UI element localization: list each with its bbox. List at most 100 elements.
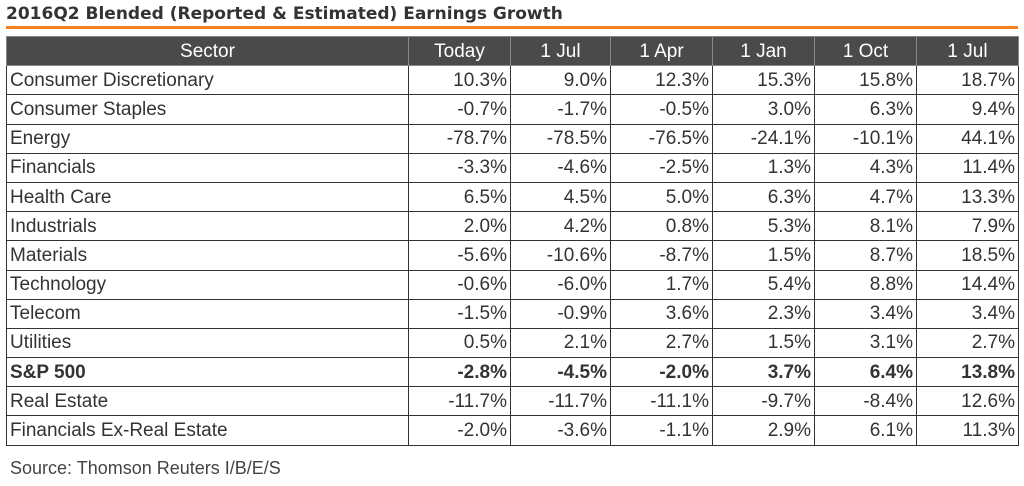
sector-cell: Financials Ex-Real Estate (6, 415, 409, 446)
table-row: S&P 500 -2.8% -4.5% -2.0% 3.7% 6.4% 13.8% (6, 357, 1019, 388)
value-cell: 2.1% (510, 327, 611, 359)
earnings-table: Sector Today 1 Jul 1 Apr 1 Jan 1 Oct 1 J… (6, 35, 1019, 446)
value-cell: 2.9% (712, 415, 815, 446)
value-cell: -3.6% (510, 415, 611, 446)
table-row: Financials -3.3% -4.6% -2.5% 1.3% 4.3% 11.4% (6, 152, 1019, 183)
value-cell: 4.3% (814, 152, 917, 183)
value-cell: 2.3% (712, 298, 815, 329)
value-cell: 8.7% (814, 240, 917, 271)
value-cell: 3.0% (712, 94, 815, 125)
value-cell: -1.1% (610, 415, 713, 446)
value-cell: 6.3% (814, 94, 917, 125)
column-header-1-jan: 1 Jan (712, 35, 815, 67)
sector-cell: Real Estate (6, 386, 409, 417)
table-row: Energy -78.7% -78.5% -76.5% -24.1% -10.1% 44.1… (6, 123, 1019, 154)
table-header-row: Sector Today 1 Jul 1 Apr 1 Jan 1 Oct 1 J… (6, 35, 1019, 67)
value-cell: 4.2% (510, 211, 611, 242)
value-cell: 4.5% (510, 181, 611, 213)
sector-cell: Consumer Discretionary (6, 65, 409, 96)
value-cell: -2.0% (610, 357, 713, 388)
value-cell: 0.8% (610, 211, 713, 242)
sector-cell: Financials (6, 152, 409, 183)
table-row: Health Care 6.5% 4.5% 5.0% 6.3% 4.7% 13.3% (6, 181, 1019, 213)
value-cell: 1.7% (610, 269, 713, 300)
sector-cell: Health Care (6, 181, 409, 213)
value-cell: 1.3% (712, 152, 815, 183)
title-underline (6, 26, 1018, 29)
value-cell: -0.7% (408, 94, 511, 125)
value-cell: 3.7% (712, 357, 815, 388)
value-cell: -76.5% (610, 123, 713, 154)
value-cell: -4.5% (510, 357, 611, 388)
value-cell: -11.7% (510, 386, 611, 417)
column-header-1-jul-prior: 1 Jul (916, 35, 1019, 67)
value-cell: 1.5% (712, 327, 815, 359)
value-cell: 15.8% (814, 65, 917, 96)
value-cell: 0.5% (408, 327, 511, 359)
value-cell: -8.7% (610, 240, 713, 271)
value-cell: 8.1% (814, 211, 917, 242)
sector-cell: Consumer Staples (6, 94, 409, 125)
value-cell: 2.0% (408, 211, 511, 242)
value-cell: 9.4% (916, 94, 1019, 125)
value-cell: 6.5% (408, 181, 511, 213)
value-cell: 2.7% (916, 327, 1019, 359)
value-cell: 10.3% (408, 65, 511, 96)
table-row: Utilities 0.5% 2.1% 2.7% 1.5% 3.1% 2.7% (6, 327, 1019, 359)
value-cell: 3.4% (916, 298, 1019, 329)
value-cell: 12.3% (610, 65, 713, 96)
table-row: Real Estate -11.7% -11.7% -11.1% -9.7% -8.4% 1… (6, 386, 1019, 417)
value-cell: -10.6% (510, 240, 611, 271)
value-cell: 6.4% (814, 357, 917, 388)
value-cell: 6.1% (814, 415, 917, 446)
value-cell: -3.3% (408, 152, 511, 183)
value-cell: 3.6% (610, 298, 713, 329)
value-cell: 9.0% (510, 65, 611, 96)
table-row: Industrials 2.0% 4.2% 0.8% 5.3% 8.1% 7.9% (6, 211, 1019, 242)
value-cell: -1.5% (408, 298, 511, 329)
value-cell: -9.7% (712, 386, 815, 417)
table-row: Telecom -1.5% -0.9% 3.6% 2.3% 3.4% 3.4% (6, 298, 1019, 329)
value-cell: -0.6% (408, 269, 511, 300)
column-header-today: Today (408, 35, 511, 67)
value-cell: -78.5% (510, 123, 611, 154)
value-cell: 3.4% (814, 298, 917, 329)
value-cell: 12.6% (916, 386, 1019, 417)
value-cell: 6.3% (712, 181, 815, 213)
value-cell: -1.7% (510, 94, 611, 125)
value-cell: -2.8% (408, 357, 511, 388)
column-header-1-oct: 1 Oct (814, 35, 917, 67)
value-cell: 14.4% (916, 269, 1019, 300)
table-title: 2016Q2 Blended (Reported & Estimated) Ea… (6, 4, 563, 24)
value-cell: 13.8% (916, 357, 1019, 388)
value-cell: 2.7% (610, 327, 713, 359)
value-cell: -4.6% (510, 152, 611, 183)
value-cell: -8.4% (814, 386, 917, 417)
value-cell: -24.1% (712, 123, 815, 154)
sector-cell: Energy (6, 123, 409, 154)
value-cell: -78.7% (408, 123, 511, 154)
value-cell: 44.1% (916, 123, 1019, 154)
value-cell: -10.1% (814, 123, 917, 154)
sector-cell: Technology (6, 269, 409, 300)
sector-cell: Utilities (6, 327, 409, 359)
table-body: Consumer Discretionary 10.3% 9.0% 12.3% 15.3… (6, 65, 1019, 446)
sector-cell: Industrials (6, 211, 409, 242)
value-cell: 5.3% (712, 211, 815, 242)
value-cell: 3.1% (814, 327, 917, 359)
value-cell: -2.5% (610, 152, 713, 183)
table-row: Consumer Staples -0.7% -1.7% -0.5% 3.0% 6.3% 9… (6, 94, 1019, 125)
value-cell: 11.3% (916, 415, 1019, 446)
table-row: Materials -5.6% -10.6% -8.7% 1.5% 8.7% 18.5% (6, 240, 1019, 271)
value-cell: -2.0% (408, 415, 511, 446)
value-cell: 5.4% (712, 269, 815, 300)
value-cell: 13.3% (916, 181, 1019, 213)
value-cell: -6.0% (510, 269, 611, 300)
column-header-1-apr: 1 Apr (610, 35, 713, 67)
value-cell: -11.1% (610, 386, 713, 417)
value-cell: 1.5% (712, 240, 815, 271)
column-header-sector: Sector (6, 35, 409, 67)
sector-cell: S&P 500 (6, 357, 409, 388)
value-cell: 4.7% (814, 181, 917, 213)
